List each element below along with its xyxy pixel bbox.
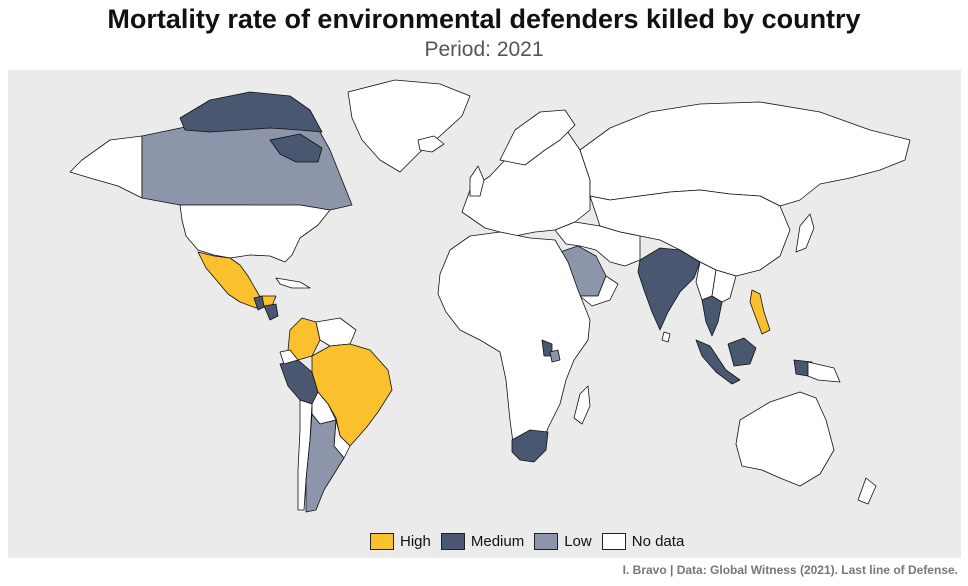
india bbox=[637, 247, 701, 331]
usa bbox=[179, 204, 331, 263]
iceland bbox=[417, 135, 445, 153]
sri-lanka bbox=[661, 331, 671, 343]
legend-item-no-data: No data bbox=[601, 532, 685, 550]
new-guinea bbox=[807, 361, 841, 383]
australia bbox=[735, 391, 835, 487]
legend-label-high: High bbox=[400, 532, 431, 550]
indonesia-sumatra bbox=[695, 339, 741, 385]
legend-swatch-low bbox=[534, 532, 559, 550]
map-panel bbox=[8, 70, 961, 558]
japan bbox=[795, 213, 815, 253]
chile bbox=[297, 399, 313, 511]
cuba bbox=[275, 277, 311, 289]
indonesia-borneo bbox=[727, 337, 757, 367]
philippines bbox=[749, 289, 771, 335]
world-map bbox=[69, 79, 911, 513]
legend-item-medium: Medium bbox=[440, 532, 525, 550]
south-africa bbox=[511, 429, 549, 463]
legend-item-low: Low bbox=[534, 532, 592, 550]
russia bbox=[579, 101, 911, 207]
legend-item-high: High bbox=[370, 532, 431, 550]
uk bbox=[469, 165, 485, 197]
legend: High Medium Low No data bbox=[370, 530, 694, 552]
new-zealand bbox=[857, 477, 877, 505]
yemen-oman bbox=[579, 275, 619, 307]
uganda bbox=[549, 349, 561, 363]
map-title: Mortality rate of environmental defender… bbox=[107, 4, 861, 34]
legend-swatch-high bbox=[370, 532, 394, 550]
venezuela bbox=[315, 317, 357, 347]
canada-arctic-islands bbox=[179, 91, 323, 133]
legend-label-medium: Medium bbox=[470, 532, 525, 550]
mexico bbox=[197, 251, 263, 309]
thailand bbox=[701, 295, 723, 337]
indochina bbox=[711, 269, 737, 303]
scandinavia bbox=[499, 109, 576, 166]
alaska bbox=[69, 135, 143, 199]
legend-swatch-no-data bbox=[601, 532, 626, 550]
legend-swatch-medium bbox=[440, 532, 465, 550]
argentina bbox=[305, 413, 345, 513]
greenland bbox=[347, 79, 471, 173]
legend-label-low: Low bbox=[564, 532, 592, 550]
madagascar bbox=[573, 385, 591, 425]
caption: I. Bravo | Data: Global Witness (2021). … bbox=[622, 563, 958, 577]
canada-baffin bbox=[269, 133, 323, 163]
ecuador bbox=[279, 349, 299, 365]
nicaragua bbox=[263, 303, 279, 321]
map-subtitle: Period: 2021 bbox=[424, 38, 544, 61]
central-asia bbox=[589, 189, 791, 277]
middle-east bbox=[554, 221, 641, 267]
legend-label-no-data: No data bbox=[631, 532, 685, 550]
africa bbox=[437, 231, 591, 461]
